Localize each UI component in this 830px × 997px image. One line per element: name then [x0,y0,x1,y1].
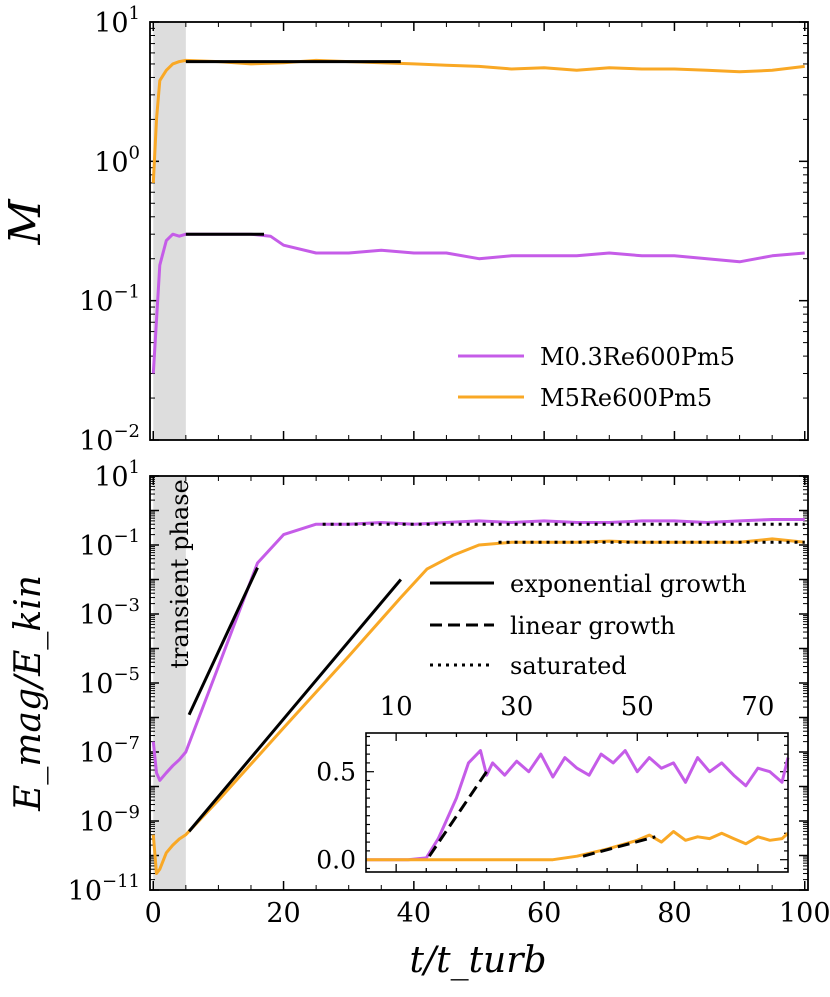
ytick-label: 10−5 [79,664,140,700]
series-line-1 [366,830,789,862]
legend-label-exp: exponential growth [510,570,747,598]
inset-background [366,733,788,872]
bottom-panel: transient phase 10110−110−310−510−710−91… [8,457,830,981]
legend-label-linear: linear growth [510,612,675,640]
top-series [151,58,805,374]
series-line-0 [151,232,805,374]
ytick-label: 101 [94,457,140,493]
ytick-label: 10−9 [79,802,140,838]
ytick-label: 10−3 [79,595,140,631]
xtick-label: 80 [657,898,691,929]
series-line-1 [151,58,805,183]
bottom-xlabel: t/t_turb [410,940,547,981]
inset-xtick-label: 50 [621,692,654,722]
inset-ytick-label: 0.5 [316,758,356,787]
bottom-fits [187,522,805,833]
fit-line-solid-0 [187,567,259,716]
legend-label-sat: saturated [510,652,627,680]
top-ticks [150,21,808,441]
bottom-frame [149,475,809,891]
bottom-ytick-labels: 101 10−1 10−3 10−5 10−7 10−9 10−11 [68,457,140,907]
fit-line-dashed-1 [582,835,656,858]
xtick-label: 60 [527,898,561,929]
series-line-0 [366,749,790,862]
top-panel: 101 100 10−1 10−2 M M0.3Re600Pm5 M5Re600Pm5 [0,3,809,457]
ytick-label: 10−11 [68,871,140,907]
top-legend: M0.3Re600Pm5 M5Re600Pm5 [458,343,735,412]
ytick-label: 100 [94,142,140,178]
ytick-label: 10−1 [79,526,140,562]
ytick-label: 101 [94,3,140,39]
fit-line-solid-1 [187,578,402,833]
xtick-label: 40 [397,898,431,929]
xtick-label: 20 [266,898,300,929]
ytick-label: 10−1 [79,282,140,318]
inset-series [366,749,790,862]
legend-label-m03: M0.3Re600Pm5 [540,343,735,371]
inset-xtick-label: 70 [741,692,774,722]
inset-tick-labels: 10 30 50 70 0.5 0.0 [316,692,774,875]
inset-panel: 10 30 50 70 0.5 0.0 [316,692,790,875]
legend-label-m5: M5Re600Pm5 [540,384,712,412]
xtick-label: 0 [145,898,162,929]
ytick-label: 10−2 [79,421,140,457]
xtick-label: 100 [779,898,830,929]
inset-frame [365,732,789,873]
top-ylabel: M [0,199,51,246]
inset-xtick-label: 30 [500,692,533,722]
series-line-1 [151,537,805,875]
top-ytick-labels: 101 100 10−1 10−2 [79,3,140,457]
inset-xtick-label: 10 [380,692,413,722]
top-frame [149,21,809,441]
ytick-label: 10−7 [79,733,140,769]
transient-phase-label: transient phase [166,479,194,668]
bottom-legend: exponential growth linear growth saturat… [430,570,747,680]
inset-fits [428,770,656,858]
top-fits [185,60,401,236]
bottom-xtick-labels: 0 20 40 60 80 100 [145,898,830,929]
bottom-ylabel: E_mag/E_kin [8,575,49,812]
inset-ytick-label: 0.0 [316,846,356,875]
